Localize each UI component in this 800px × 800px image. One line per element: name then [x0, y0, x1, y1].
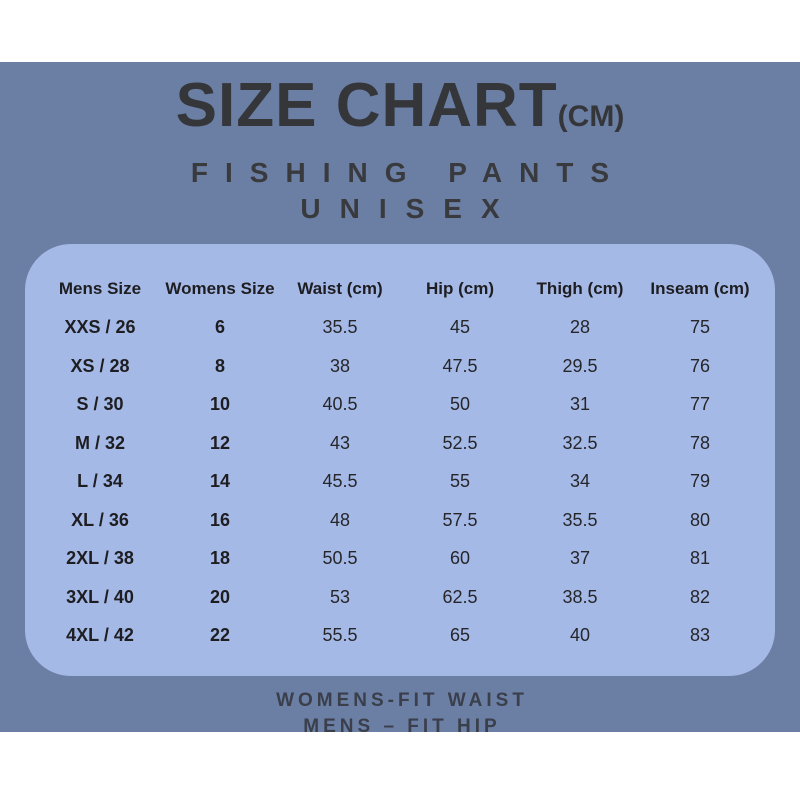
size-cell: XL / 36 [71, 509, 129, 530]
measurement-cell: 34 [569, 471, 591, 492]
size-chart-poster: SIZE CHART(CM) FISHING PANTS UNISEX Mens… [0, 62, 800, 737]
fit-notes: WOMENS-FIT WAIST MENS – FIT HIP [0, 688, 800, 740]
column-header: Waist (cm) [297, 279, 383, 299]
measurement-cell: 55 [449, 471, 471, 492]
measurement-cell: 60 [449, 548, 471, 569]
measurement-cell: 47.5 [442, 355, 478, 376]
size-cell: 14 [209, 471, 231, 492]
column-header: Mens Size [58, 279, 142, 299]
fit-note-womens: WOMENS-FIT WAIST [276, 690, 528, 711]
measurement-cell: 77 [689, 394, 711, 415]
size-cell: XS / 28 [70, 355, 130, 376]
measurement-cell: 55.5 [322, 625, 358, 646]
size-cell: 18 [209, 548, 231, 569]
size-cell: 10 [209, 394, 231, 415]
size-cell: 16 [209, 509, 231, 530]
size-cell: M / 32 [74, 432, 126, 453]
size-cell: 2XL / 38 [66, 548, 134, 569]
measurement-cell: 53 [329, 586, 351, 607]
table-body: XXS / 26 6 35.5 45 28 75 XS / 28 8 38 47.5 29.5 76 S… [40, 309, 760, 656]
measurement-cell: 28 [569, 317, 591, 338]
table-row: M / 32 12 43 52.5 32.5 78 [40, 424, 760, 463]
size-table-panel: Mens Size Womens Size Waist (cm) Hip (cm) Th… [25, 244, 775, 676]
measurement-cell: 38.5 [562, 586, 598, 607]
measurement-cell: 35.5 [562, 509, 598, 530]
measurement-cell: 75 [689, 317, 711, 338]
subtitle-unisex: UNISEX [300, 193, 519, 224]
size-cell: 8 [214, 355, 225, 376]
size-cell: XXS / 26 [64, 317, 136, 338]
size-cell: S / 30 [76, 394, 124, 415]
measurement-cell: 45 [449, 317, 471, 338]
measurement-cell: 50 [449, 394, 471, 415]
measurement-cell: 81 [689, 548, 711, 569]
column-header: Hip (cm) [426, 279, 494, 299]
measurement-cell: 29.5 [562, 355, 598, 376]
column-header: Womens Size [165, 279, 275, 299]
measurement-cell: 78 [689, 432, 711, 453]
table-row: XXS / 26 6 35.5 45 28 75 [40, 309, 760, 348]
measurement-cell: 35.5 [322, 317, 358, 338]
measurement-cell: 32.5 [562, 432, 598, 453]
size-cell: 4XL / 42 [66, 625, 134, 646]
table-row: 2XL / 38 18 50.5 60 37 81 [40, 540, 760, 579]
measurement-cell: 38 [329, 355, 351, 376]
title-unit: (CM) [557, 100, 625, 133]
page-title: SIZE CHART(CM) [0, 74, 800, 149]
measurement-cell: 52.5 [442, 432, 478, 453]
table-row: XS / 28 8 38 47.5 29.5 76 [40, 347, 760, 386]
size-cell: 3XL / 40 [66, 586, 134, 607]
measurement-cell: 40.5 [322, 394, 358, 415]
table-row: L / 34 14 45.5 55 34 79 [40, 463, 760, 502]
measurement-cell: 82 [689, 586, 711, 607]
title-block: SIZE CHART(CM) FISHING PANTS UNISEX [0, 62, 800, 227]
subtitle-product: FISHING PANTS [190, 157, 627, 188]
size-cell: 6 [214, 317, 225, 338]
page-title-text: SIZE CHART [175, 71, 558, 140]
measurement-cell: 50.5 [322, 548, 358, 569]
measurement-cell: 80 [689, 509, 711, 530]
measurement-cell: 45.5 [322, 471, 358, 492]
measurement-cell: 43 [329, 432, 351, 453]
measurement-cell: 65 [449, 625, 471, 646]
size-cell: 12 [209, 432, 231, 453]
table-header-row: Mens Size Womens Size Waist (cm) Hip (cm) Th… [40, 270, 760, 309]
measurement-cell: 79 [689, 471, 711, 492]
table-row: XL / 36 16 48 57.5 35.5 80 [40, 501, 760, 540]
measurement-cell: 31 [569, 394, 591, 415]
size-cell: L / 34 [77, 471, 123, 492]
measurement-cell: 57.5 [442, 509, 478, 530]
measurement-cell: 40 [569, 625, 591, 646]
table-row: S / 30 10 40.5 50 31 77 [40, 386, 760, 425]
measurement-cell: 37 [569, 548, 591, 569]
measurement-cell: 83 [689, 625, 711, 646]
table-row: 4XL / 42 22 55.5 65 40 83 [40, 617, 760, 656]
column-header: Thigh (cm) [536, 279, 624, 299]
fit-note-mens: MENS – FIT HIP [303, 716, 501, 737]
measurement-cell: 48 [329, 509, 351, 530]
column-header: Inseam (cm) [650, 279, 750, 299]
size-cell: 20 [209, 586, 231, 607]
table-row: 3XL / 40 20 53 62.5 38.5 82 [40, 578, 760, 617]
measurement-cell: 76 [689, 355, 711, 376]
measurement-cell: 62.5 [442, 586, 478, 607]
size-cell: 22 [209, 625, 231, 646]
